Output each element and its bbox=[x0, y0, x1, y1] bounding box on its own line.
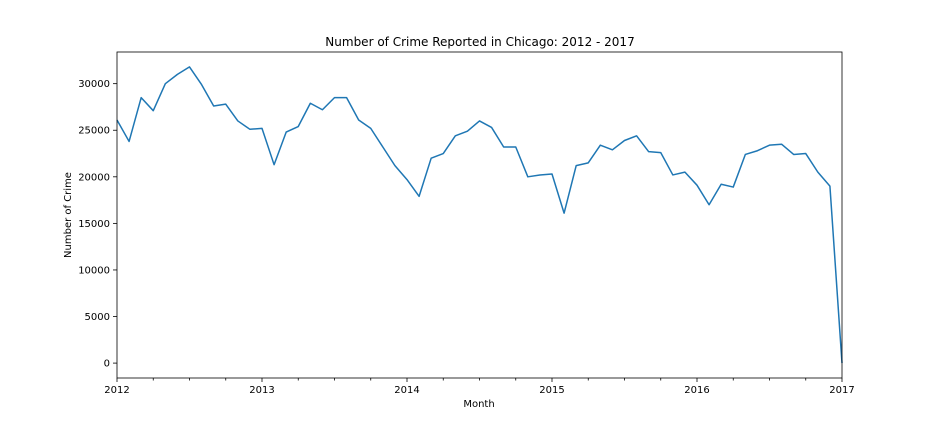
y-tick-label: 15000 bbox=[78, 219, 110, 230]
y-tick-label: 30000 bbox=[78, 79, 110, 90]
x-axis-label: Month bbox=[463, 399, 494, 410]
x-axis: 2012 2013 2014 2015 2016 2017 bbox=[104, 378, 855, 396]
y-tick-label: 25000 bbox=[78, 126, 110, 137]
y-axis-label: Number of Crime bbox=[63, 172, 74, 258]
crime-count-line bbox=[116, 66, 843, 364]
x-tick-label: 2015 bbox=[539, 385, 564, 396]
x-tick-label: 2014 bbox=[394, 385, 419, 396]
y-tick-label: 0 bbox=[104, 359, 110, 370]
y-axis: 0 5000 10000 15000 20000 25000 30000 bbox=[78, 79, 117, 370]
y-tick-label: 20000 bbox=[78, 172, 110, 183]
x-tick-label: 2013 bbox=[249, 385, 274, 396]
y-tick-label: 10000 bbox=[78, 265, 110, 276]
y-tick-label: 5000 bbox=[85, 312, 110, 323]
plot-frame bbox=[116, 51, 843, 379]
plot-area bbox=[116, 51, 843, 379]
x-tick-label: 2016 bbox=[684, 385, 709, 396]
chart-title: Number of Crime Reported in Chicago: 201… bbox=[325, 35, 634, 49]
x-tick-label: 2017 bbox=[829, 385, 854, 396]
x-tick-label: 2012 bbox=[104, 385, 129, 396]
